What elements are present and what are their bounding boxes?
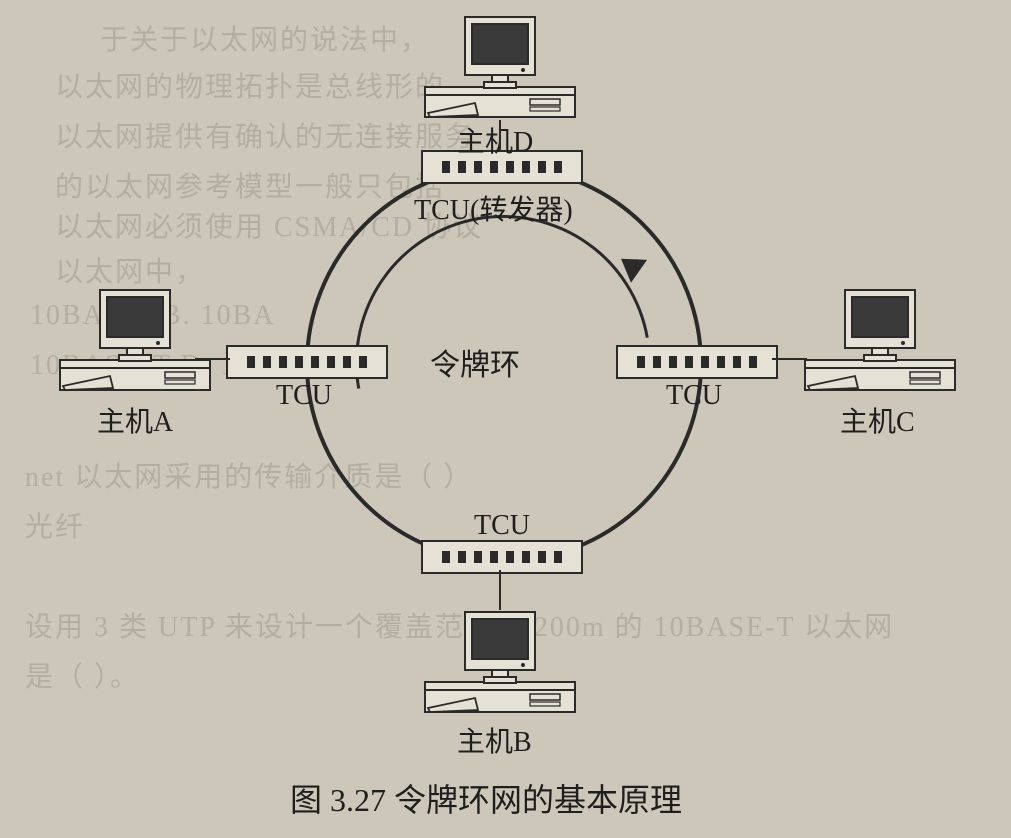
background-text-line: 以太网中，	[55, 250, 205, 290]
host-computer	[800, 288, 960, 393]
tcu-slots-icon	[637, 356, 757, 368]
tcu-slots-icon	[442, 551, 562, 563]
connection-line	[195, 358, 230, 360]
tcu-slots-icon	[247, 356, 367, 368]
host-label: 主机D	[457, 120, 533, 160]
background-text-line: 是（ ）。	[25, 655, 140, 695]
background-text-line: 的以太网参考模型一般只包括	[55, 165, 445, 205]
tcu-slots-icon	[442, 161, 562, 173]
background-text-line: 以太网提供有确认的无连接服务	[55, 115, 475, 155]
tcu-label: TCU	[666, 380, 722, 412]
background-text-line: 以太网的物理拓扑是总线形的	[55, 65, 445, 105]
connection-line	[772, 358, 807, 360]
tcu-label: TCU	[276, 380, 332, 412]
connection-line	[499, 570, 501, 610]
background-text-line: 于关于以太网的说法中，	[100, 18, 430, 58]
computer-icon	[55, 288, 215, 393]
computer-icon	[420, 15, 580, 120]
host-label: 主机A	[97, 400, 173, 440]
host-computer	[420, 15, 580, 120]
host-label: 主机B	[457, 720, 532, 760]
host-label: 主机C	[840, 400, 915, 440]
computer-icon	[800, 288, 960, 393]
computer-icon	[420, 610, 580, 715]
figure-caption: 图 3.27 令牌环网的基本原理	[290, 775, 682, 821]
tcu-box	[616, 345, 778, 379]
host-computer	[55, 288, 215, 393]
connection-line	[499, 120, 501, 150]
tcu-box	[226, 345, 388, 379]
tcu-box	[421, 540, 583, 574]
tcu-label: TCU(转发器)	[414, 188, 573, 228]
diagram-page: 于关于以太网的说法中， 以太网的物理拓扑是总线形的以太网提供有确认的无连接服务的以…	[0, 0, 1011, 838]
host-computer	[420, 610, 580, 715]
tcu-label: TCU	[474, 510, 530, 542]
background-text-line: 光纤	[25, 505, 85, 545]
